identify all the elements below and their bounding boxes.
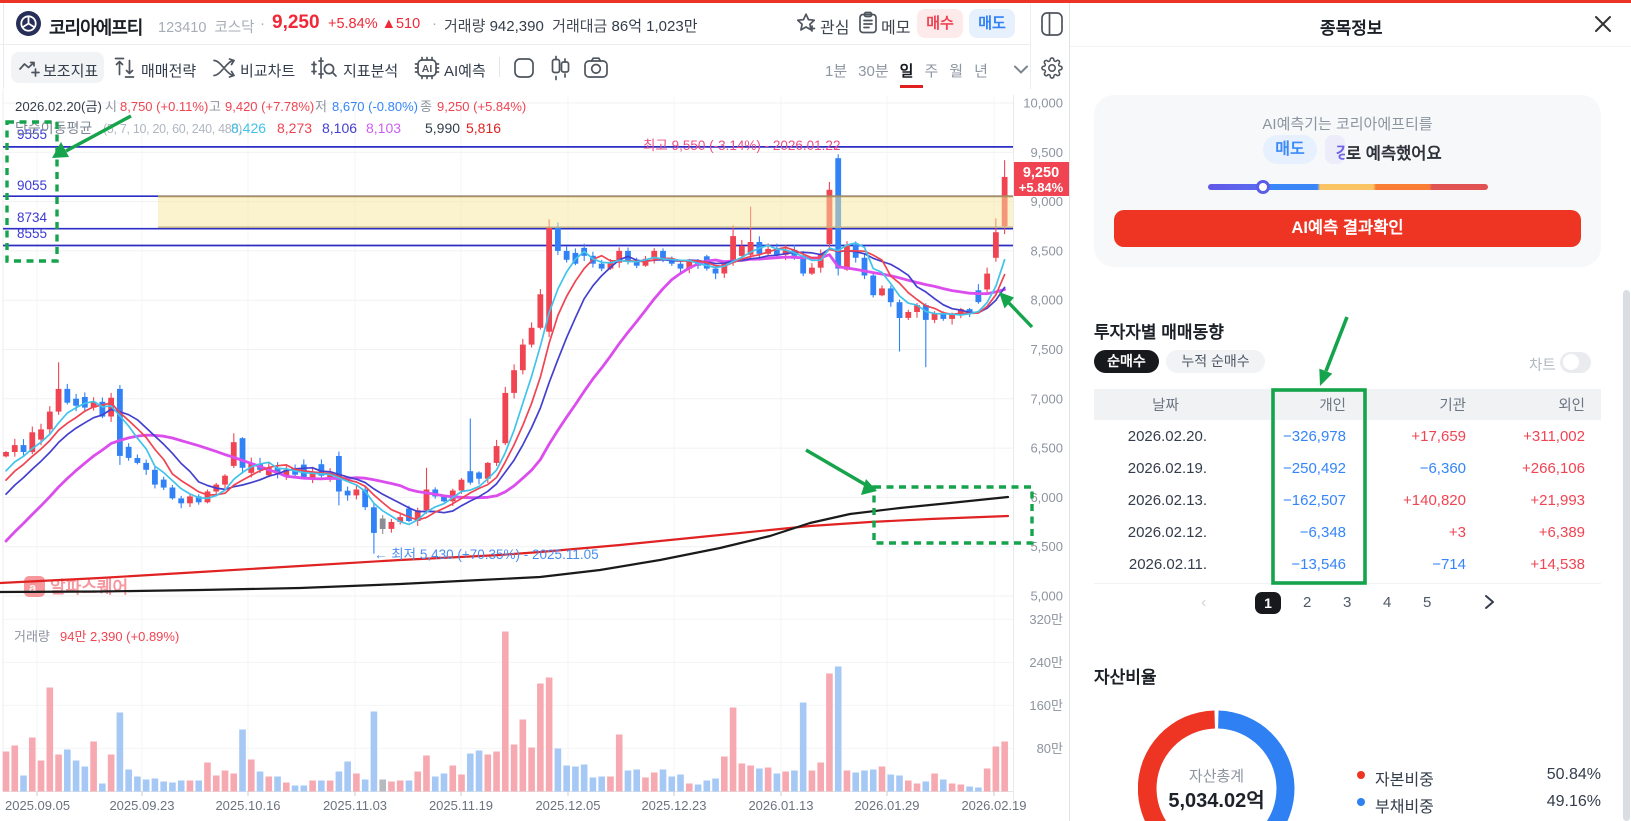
- svg-text:8,500: 8,500: [1030, 243, 1063, 258]
- svg-text:8,000: 8,000: [1030, 293, 1063, 308]
- svg-text:6,000: 6,000: [1030, 490, 1063, 505]
- svg-text:5,000: 5,000: [1030, 589, 1063, 604]
- svg-text:AI: AI: [422, 63, 433, 75]
- svg-text:9,500: 9,500: [1030, 145, 1063, 160]
- svg-text:7,000: 7,000: [1030, 391, 1063, 406]
- svg-text:2025.12.23: 2025.12.23: [641, 798, 706, 813]
- svg-text:2025.09.05: 2025.09.05: [5, 798, 70, 813]
- svg-text:+5.84%: +5.84%: [1019, 180, 1064, 195]
- svg-text:2025.11.03: 2025.11.03: [323, 798, 387, 813]
- svg-text:최고 9,550 (-3.14%) - 2026.01.22: 최고 9,550 (-3.14%) - 2026.01.22: [643, 138, 840, 153]
- svg-text:9555: 9555: [17, 127, 47, 142]
- svg-text:5,034.02억: 5,034.02억: [1168, 789, 1264, 812]
- svg-text:2026.02.20(금)시8,750 (+0.11%)고9: 2026.02.20(금) 시 8,750 (+0.11%)고 9,420 (+7.7…: [15, 99, 526, 114]
- svg-text:7,500: 7,500: [1030, 342, 1063, 357]
- svg-text:160만: 160만: [1029, 698, 1063, 713]
- svg-text:거래량: 거래량: [14, 629, 50, 644]
- svg-text:94만 2,390 (+0.89%): 94만 2,390 (+0.89%): [60, 629, 179, 644]
- svg-text:8734: 8734: [17, 210, 48, 225]
- svg-text:80만: 80만: [1037, 741, 1063, 756]
- svg-text:8555: 8555: [17, 226, 47, 241]
- svg-text:2025.12.05: 2025.12.05: [535, 798, 600, 813]
- svg-text:자산총계: 자산총계: [1189, 768, 1244, 785]
- svg-text:← 최저 5,430 (+70.35%) - 2025.11: ← 최저 5,430 (+70.35%) - 2025.11.05: [374, 547, 599, 562]
- svg-text:9,250: 9,250: [1023, 165, 1059, 181]
- svg-text:6,500: 6,500: [1030, 441, 1063, 456]
- svg-text:단순이동평균(5, 7, 10, 20, 60, 240,: 단순이동평균 (5, 7, 10, 20, 60, 240, 480)8,426 8…: [15, 120, 501, 136]
- svg-text:2025.10.16: 2025.10.16: [215, 798, 280, 813]
- svg-text:320만: 320만: [1029, 612, 1063, 627]
- svg-text:2025.09.23: 2025.09.23: [109, 798, 174, 813]
- svg-text:→: →: [827, 138, 841, 153]
- svg-text:9,000: 9,000: [1030, 194, 1063, 209]
- svg-text:2026.01.29: 2026.01.29: [854, 798, 919, 813]
- svg-text:2026.02.19: 2026.02.19: [961, 798, 1026, 813]
- svg-text:a: a: [29, 580, 37, 595]
- svg-text:2025.11.19: 2025.11.19: [429, 798, 493, 813]
- svg-text:9055: 9055: [17, 178, 47, 193]
- svg-text:2026.01.13: 2026.01.13: [748, 798, 813, 813]
- svg-text:5,500: 5,500: [1030, 539, 1063, 554]
- svg-text:240만: 240만: [1029, 655, 1063, 670]
- svg-text:10,000: 10,000: [1023, 96, 1063, 111]
